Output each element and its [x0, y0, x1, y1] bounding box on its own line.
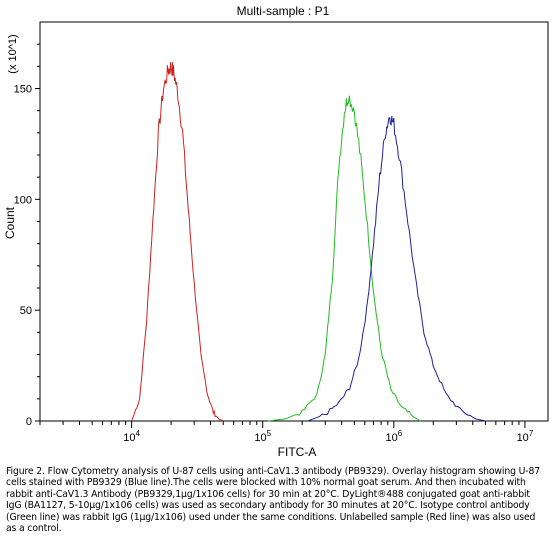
x-axis-label: FITC-A [278, 445, 317, 459]
histogram-series-3 [307, 115, 486, 422]
figure-caption: Figure 2. Flow Cytometry analysis of U-8… [6, 466, 541, 535]
histogram-series-2 [268, 95, 421, 422]
series-layer [131, 62, 486, 422]
x-tick-label: 104 [123, 429, 140, 444]
y-tick-label: 150 [14, 84, 32, 96]
chart-title: Multi-sample : P1 [237, 4, 330, 18]
x-tick-exponent: 6 [398, 429, 403, 438]
x-tick-label: 105 [254, 429, 271, 444]
x-tick-exponent: 7 [529, 429, 534, 438]
flow-cytometry-histogram: Multi-sample : P1 (x 10^1) Count FITC-A … [3, 4, 549, 459]
x-tick-base: 10 [123, 432, 135, 444]
y-multiplier-text: (x 10^1) [7, 34, 19, 73]
plot-frame [39, 21, 549, 422]
y-tick-label: 50 [20, 305, 32, 317]
x-tick-label: 106 [385, 429, 402, 444]
y-axis-label: Count [3, 206, 17, 239]
y-tick-label: 0 [26, 416, 32, 428]
y-tick-label: 100 [14, 194, 32, 206]
x-tick-exponent: 4 [136, 429, 141, 438]
x-tick-exponent: 5 [267, 429, 272, 438]
y-axis-label-group: Count [3, 206, 17, 239]
x-tick-base: 10 [517, 432, 529, 444]
x-tick-base: 10 [385, 432, 397, 444]
histogram-series-1 [131, 62, 224, 422]
x-tick-label: 107 [517, 429, 534, 444]
x-axis: 104 105 106 107 [39, 421, 534, 444]
y-multiplier-label: (x 10^1) [7, 34, 19, 73]
x-tick-base: 10 [254, 432, 266, 444]
y-axis: 0 50 100 150 [14, 43, 40, 428]
